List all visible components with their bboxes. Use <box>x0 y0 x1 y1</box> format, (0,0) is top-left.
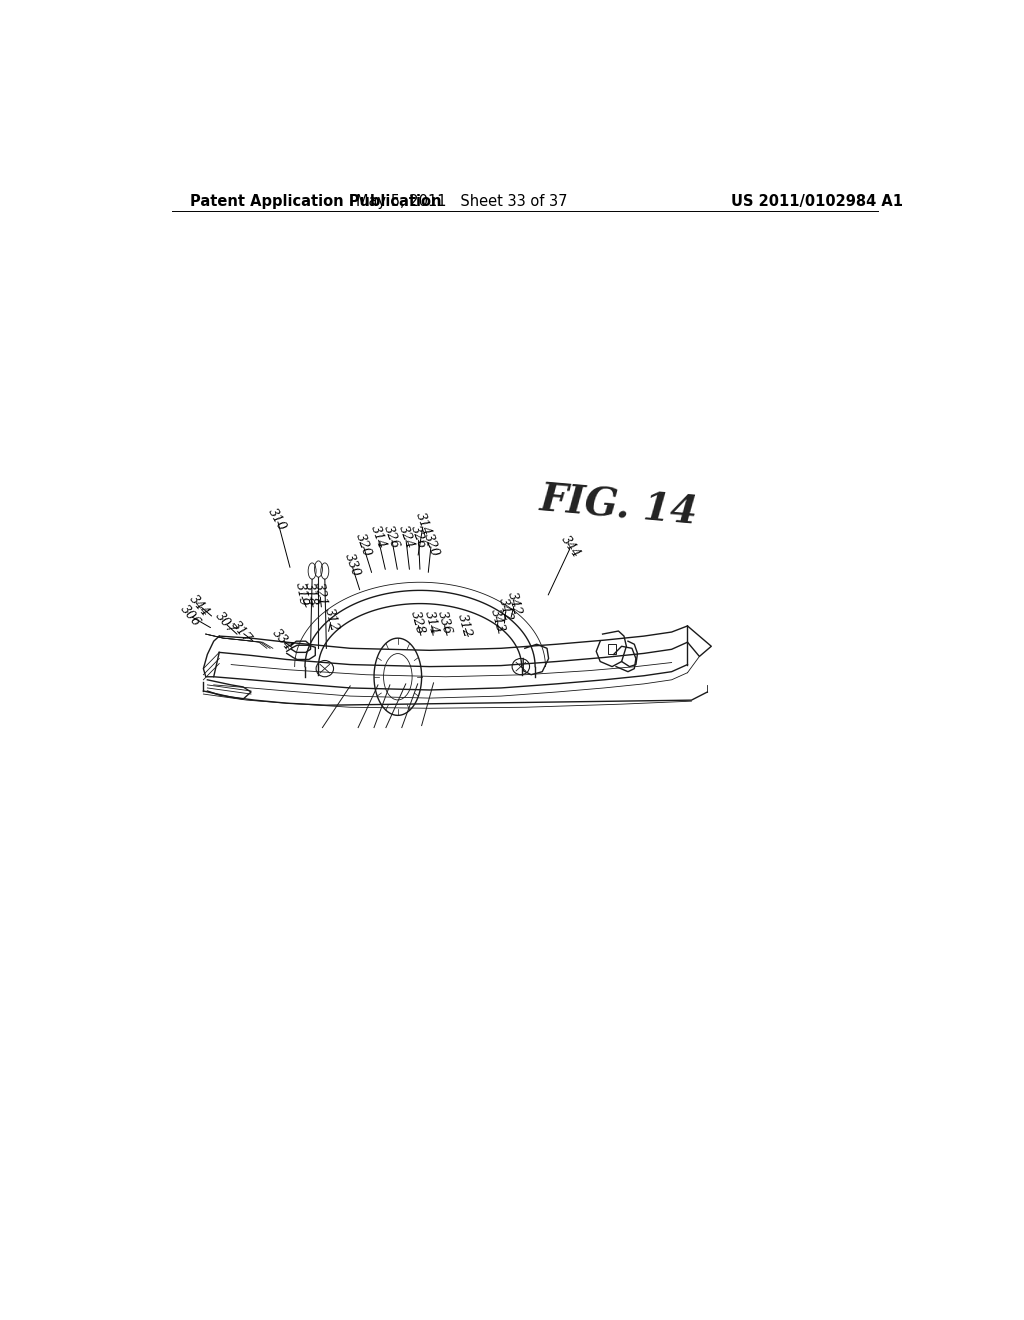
Text: 343: 343 <box>487 607 507 634</box>
Text: 307: 307 <box>212 610 238 636</box>
Text: 324: 324 <box>395 524 416 550</box>
Text: 314: 314 <box>368 524 388 550</box>
Text: 344: 344 <box>186 593 212 619</box>
Text: 326: 326 <box>381 524 401 550</box>
Text: 320: 320 <box>352 531 373 558</box>
Text: 312: 312 <box>322 607 341 634</box>
Text: 342: 342 <box>497 597 515 623</box>
Text: 318: 318 <box>302 582 319 607</box>
Bar <box>608 644 616 655</box>
Text: 310: 310 <box>265 506 289 533</box>
Text: 317: 317 <box>228 619 254 645</box>
Text: 344: 344 <box>559 533 583 560</box>
Text: 326: 326 <box>409 524 429 550</box>
Text: 328: 328 <box>409 610 427 636</box>
Text: US 2011/0102984 A1: US 2011/0102984 A1 <box>731 194 903 209</box>
Text: 312: 312 <box>455 612 474 639</box>
Text: Patent Application Publication: Patent Application Publication <box>189 194 441 209</box>
Text: 330: 330 <box>342 552 362 578</box>
Text: 342: 342 <box>505 590 524 616</box>
Text: 321: 321 <box>311 582 329 607</box>
Text: 334: 334 <box>269 627 295 653</box>
Text: 320: 320 <box>421 531 441 558</box>
Text: 336: 336 <box>434 610 454 636</box>
Text: 314: 314 <box>413 511 433 537</box>
Text: 314: 314 <box>422 610 440 636</box>
Text: FIG. 14: FIG. 14 <box>538 480 699 532</box>
Text: 319: 319 <box>293 582 309 607</box>
Text: May 5, 2011   Sheet 33 of 37: May 5, 2011 Sheet 33 of 37 <box>355 194 567 209</box>
Text: 306: 306 <box>177 602 203 630</box>
